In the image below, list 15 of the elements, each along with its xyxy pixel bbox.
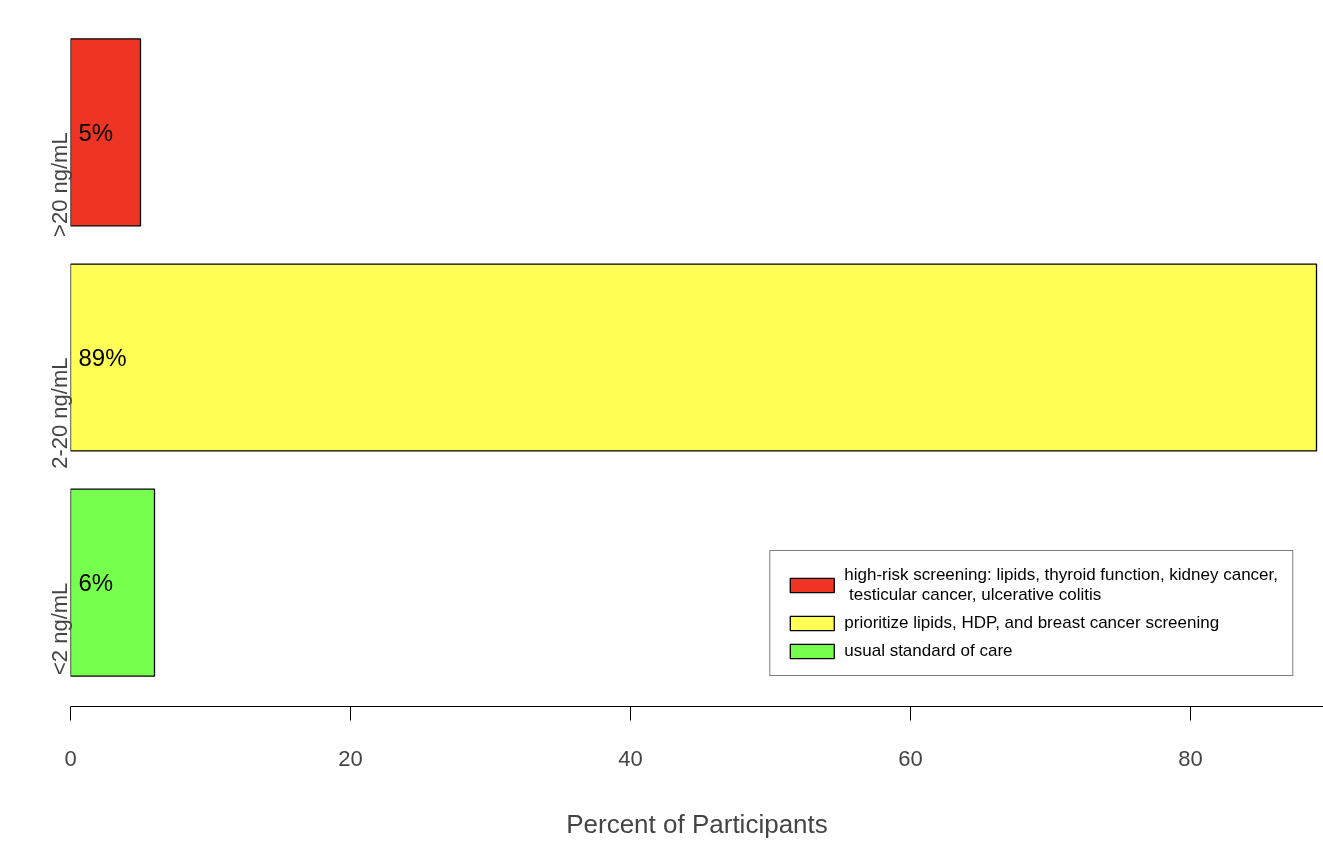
data-label: 5% xyxy=(78,118,114,146)
x-tick-label: 60 xyxy=(898,745,923,771)
y-tick-label: 2-20 ng/mL xyxy=(47,357,72,469)
x-tick-label: 20 xyxy=(338,745,363,771)
data-label: 89% xyxy=(78,344,127,371)
legend-label: usual standard of care xyxy=(844,641,1013,661)
y-tick-label: >20 ng/mL xyxy=(47,132,72,237)
x-axis-title: Percent of Participants xyxy=(566,808,828,839)
legend-label: high-risk screening: lipids, thyroid function, kidney cancer, testicular cancer, ulcerative colitis xyxy=(844,565,1278,605)
y-tick-label: <2 ng/mL xyxy=(47,582,72,675)
legend-label: prioritize lipids, HDP, and breast cancer screening xyxy=(844,613,1220,633)
data-label: 6% xyxy=(78,569,114,597)
x-tick-label: 0 xyxy=(64,745,77,771)
x-tick-label: 40 xyxy=(618,745,643,771)
x-tick-label: 80 xyxy=(1178,745,1203,771)
